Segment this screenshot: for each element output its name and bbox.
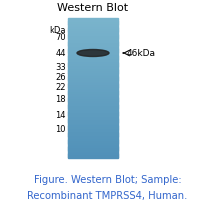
Bar: [68, 23, 118, 26]
Text: kDa: kDa: [49, 26, 66, 35]
Bar: [68, 81, 118, 83]
Bar: [68, 116, 118, 118]
Bar: [68, 56, 118, 59]
Bar: [68, 140, 118, 143]
Bar: [68, 106, 118, 108]
Bar: [68, 144, 118, 146]
Text: 14: 14: [55, 110, 66, 119]
Bar: [68, 18, 118, 20]
Bar: [68, 156, 118, 159]
Bar: [68, 100, 118, 103]
Bar: [68, 128, 118, 131]
Bar: [68, 63, 118, 66]
Bar: [68, 20, 118, 22]
Bar: [68, 86, 118, 88]
Bar: [68, 130, 118, 132]
Bar: [68, 53, 118, 55]
Bar: [68, 55, 118, 57]
Bar: [68, 79, 118, 82]
Ellipse shape: [77, 50, 109, 56]
Bar: [68, 95, 118, 97]
Bar: [68, 34, 118, 36]
Text: Figure. Western Blot; Sample:: Figure. Western Blot; Sample:: [34, 175, 181, 185]
Bar: [68, 46, 118, 48]
Bar: [68, 51, 118, 54]
Bar: [68, 67, 118, 69]
Text: 10: 10: [55, 125, 66, 134]
Bar: [68, 60, 118, 62]
Bar: [68, 88, 118, 90]
Bar: [68, 72, 118, 75]
Bar: [68, 25, 118, 27]
Bar: [68, 146, 118, 148]
Text: Recombinant TMPRSS4, Human.: Recombinant TMPRSS4, Human.: [27, 191, 188, 201]
Bar: [68, 91, 118, 94]
Bar: [68, 41, 118, 43]
Bar: [68, 28, 118, 31]
Bar: [68, 97, 118, 99]
Bar: [68, 147, 118, 150]
Bar: [68, 119, 118, 122]
Bar: [68, 153, 118, 155]
Bar: [68, 32, 118, 34]
Bar: [68, 151, 118, 153]
Bar: [68, 132, 118, 134]
Bar: [68, 114, 118, 116]
Text: 26: 26: [55, 73, 66, 82]
Bar: [68, 48, 118, 50]
Bar: [68, 39, 118, 41]
Bar: [68, 111, 118, 113]
Bar: [68, 109, 118, 111]
Bar: [68, 27, 118, 29]
Bar: [68, 121, 118, 123]
Bar: [68, 43, 118, 45]
Bar: [68, 76, 118, 78]
Bar: [68, 107, 118, 110]
Bar: [68, 155, 118, 157]
Bar: [68, 74, 118, 76]
Bar: [68, 93, 118, 95]
Bar: [68, 50, 118, 52]
Text: 33: 33: [55, 62, 66, 71]
Bar: [68, 102, 118, 104]
Text: 22: 22: [55, 82, 66, 91]
Bar: [68, 69, 118, 71]
Bar: [68, 58, 118, 60]
Bar: [68, 135, 118, 138]
Bar: [68, 62, 118, 64]
Bar: [68, 127, 118, 129]
Bar: [68, 139, 118, 141]
Text: 46kDa: 46kDa: [127, 49, 156, 58]
Bar: [68, 37, 118, 39]
Text: Western Blot: Western Blot: [57, 3, 129, 13]
Bar: [68, 84, 118, 87]
Text: 70: 70: [55, 32, 66, 41]
Bar: [68, 78, 118, 80]
Bar: [68, 30, 118, 32]
Bar: [68, 99, 118, 101]
Bar: [68, 123, 118, 125]
Bar: [68, 35, 118, 38]
Bar: [68, 137, 118, 139]
Bar: [68, 134, 118, 136]
Bar: [68, 83, 118, 85]
Bar: [68, 112, 118, 115]
Bar: [68, 104, 118, 106]
Bar: [68, 149, 118, 151]
Bar: [68, 65, 118, 67]
Bar: [68, 90, 118, 92]
Bar: [68, 142, 118, 144]
Bar: [68, 22, 118, 24]
Bar: [68, 44, 118, 47]
Text: 18: 18: [55, 95, 66, 105]
Text: 44: 44: [55, 49, 66, 58]
Bar: [68, 125, 118, 127]
Bar: [68, 71, 118, 73]
Bar: [68, 118, 118, 120]
